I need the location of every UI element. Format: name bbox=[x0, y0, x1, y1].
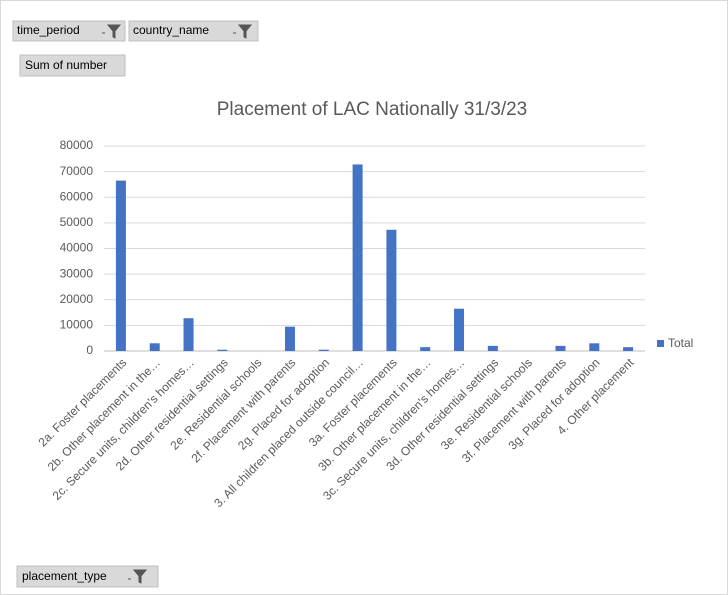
bar bbox=[217, 349, 228, 351]
y-tick-label: 50000 bbox=[60, 215, 94, 229]
bar bbox=[555, 345, 566, 351]
filter-button[interactable]: time_period bbox=[12, 20, 126, 42]
bar bbox=[318, 349, 329, 351]
y-tick-label: 80000 bbox=[60, 138, 94, 152]
values-button[interactable]: Sum of number bbox=[19, 54, 126, 77]
y-tick-label: 60000 bbox=[60, 189, 94, 203]
bar bbox=[589, 343, 600, 351]
bar bbox=[115, 180, 126, 351]
legend-label: Total bbox=[668, 336, 693, 350]
bar bbox=[183, 318, 194, 351]
bar bbox=[149, 343, 160, 351]
bar bbox=[454, 308, 465, 351]
bar bbox=[352, 164, 363, 351]
bar bbox=[420, 347, 431, 351]
bar bbox=[623, 347, 634, 351]
field-label: Sum of number bbox=[25, 58, 107, 72]
y-tick-label: 40000 bbox=[60, 241, 94, 255]
field-label: country_name bbox=[133, 23, 209, 37]
y-tick-label: 70000 bbox=[60, 164, 94, 178]
y-tick-label: 0 bbox=[86, 343, 93, 357]
bar bbox=[386, 229, 397, 351]
axis-field-button[interactable]: placement_type bbox=[16, 565, 159, 588]
bar bbox=[284, 326, 295, 351]
y-tick-label: 20000 bbox=[60, 292, 94, 306]
legend-swatch bbox=[657, 340, 664, 347]
filter-button[interactable]: country_name bbox=[128, 20, 259, 42]
y-tick-label: 10000 bbox=[60, 318, 94, 332]
chart-title: Placement of LAC Nationally 31/3/23 bbox=[217, 99, 528, 120]
bar bbox=[487, 345, 498, 351]
field-label: placement_type bbox=[22, 569, 107, 583]
y-tick-label: 30000 bbox=[60, 266, 94, 280]
field-label: time_period bbox=[17, 23, 80, 37]
